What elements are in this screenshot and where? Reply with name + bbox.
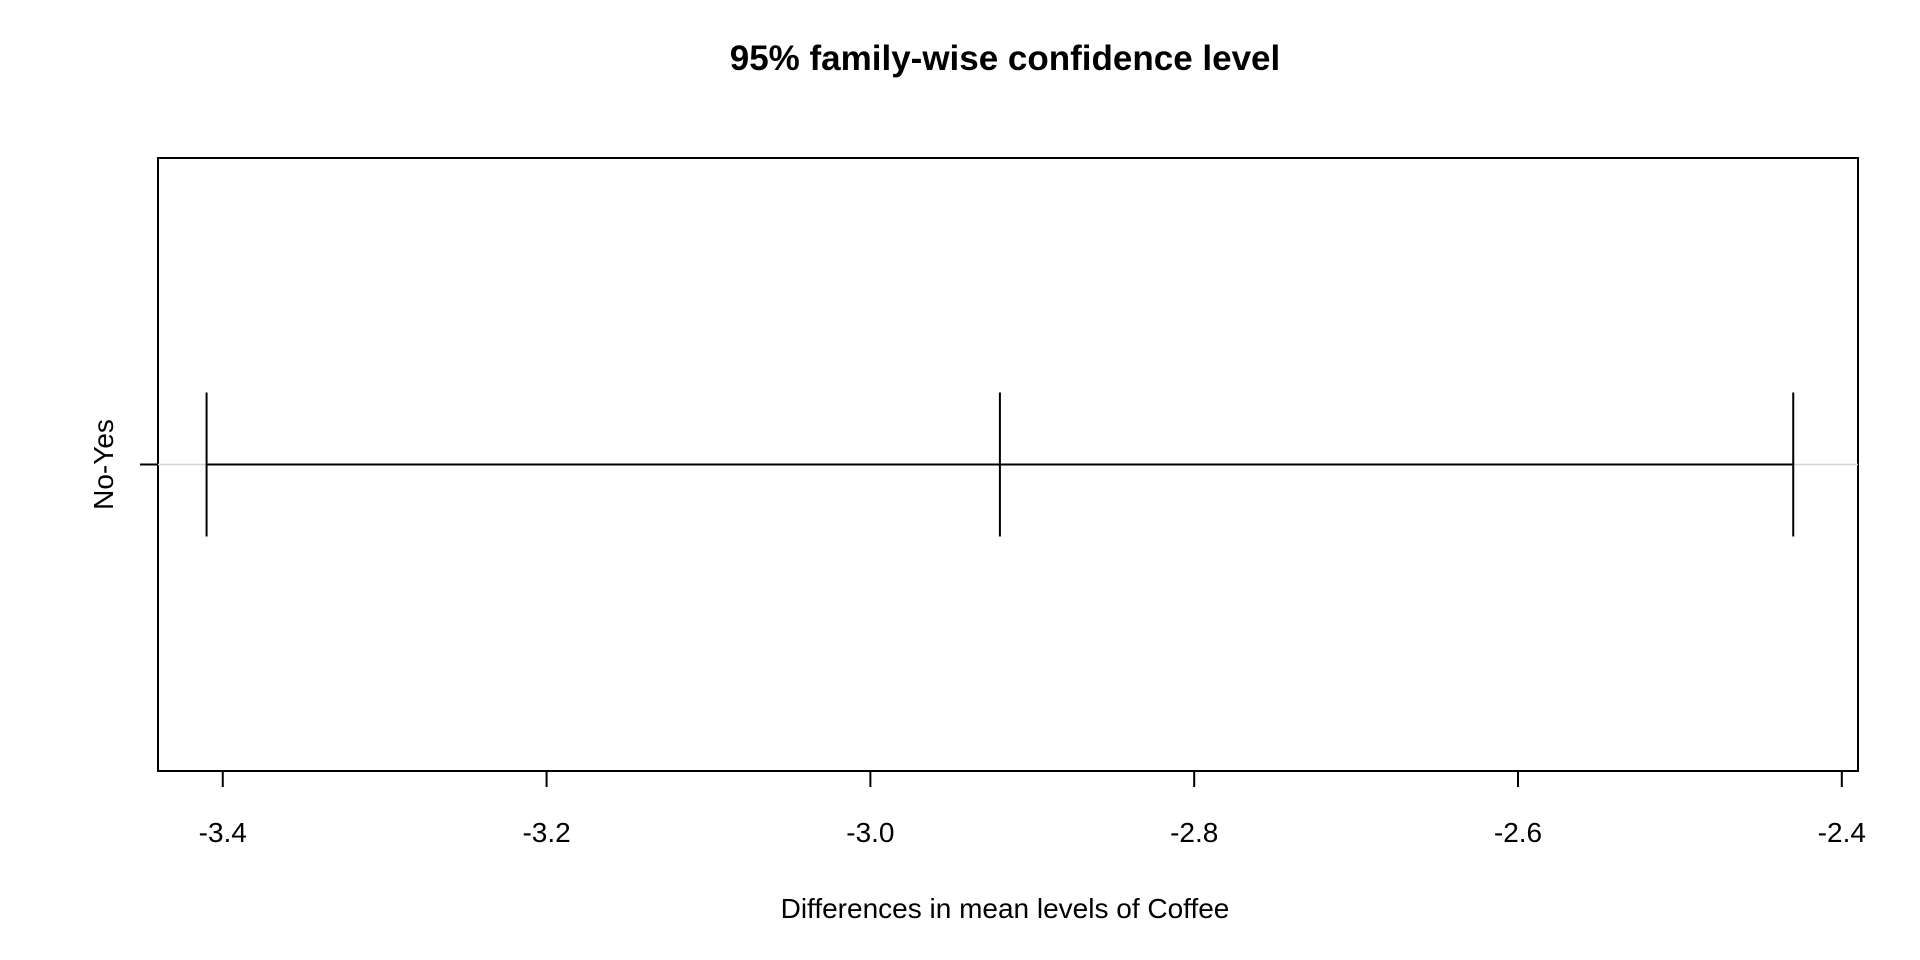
x-axis: -3.4 -3.2 -3.0 -2.8 -2.6 -2.4 [199,770,1866,848]
chart-title: 95% family-wise confidence level [730,39,1281,78]
y-axis: No-Yes [88,419,158,510]
x-tick-label: -3.2 [522,817,570,848]
x-tick-label: -3.0 [846,817,894,848]
interval-marks [205,392,1795,537]
x-tick-label: -2.8 [1170,817,1218,848]
x-tick-label: -2.6 [1494,817,1542,848]
y-tick-label: No-Yes [88,419,119,510]
x-axis-title: Differences in mean levels of Coffee [781,893,1230,924]
x-tick-label: -2.4 [1818,817,1866,848]
x-tick-label: -3.4 [199,817,247,848]
